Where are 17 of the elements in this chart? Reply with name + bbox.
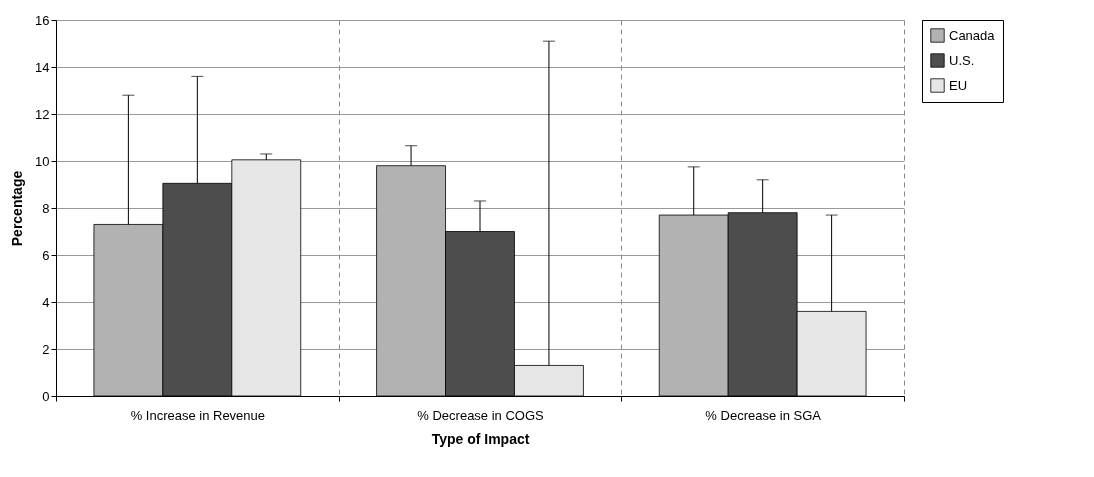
y-tick-label: 10 <box>35 153 50 169</box>
y-tick-label: 2 <box>42 341 50 357</box>
y-tick-label: 4 <box>42 294 50 310</box>
y-tick-label: 6 <box>42 247 50 263</box>
y-tick-label: 16 <box>35 12 50 28</box>
y-tick-label: 0 <box>42 388 50 404</box>
x-tick-label: % Decrease in COGS <box>417 407 545 423</box>
x-axis-title: Type of Impact <box>431 430 530 447</box>
y-tick-label: 12 <box>35 106 50 122</box>
x-tick-label: % Decrease in SGA <box>705 407 822 423</box>
legend-label: EU <box>949 77 968 93</box>
y-tick-label: 14 <box>35 59 50 75</box>
legend-label: Canada <box>949 27 996 43</box>
x-tick-label: % Increase in Revenue <box>130 407 266 423</box>
y-tick-label: 8 <box>42 200 50 216</box>
y-axis-title: Percentage <box>9 170 26 247</box>
legend-label: U.S. <box>949 52 975 68</box>
